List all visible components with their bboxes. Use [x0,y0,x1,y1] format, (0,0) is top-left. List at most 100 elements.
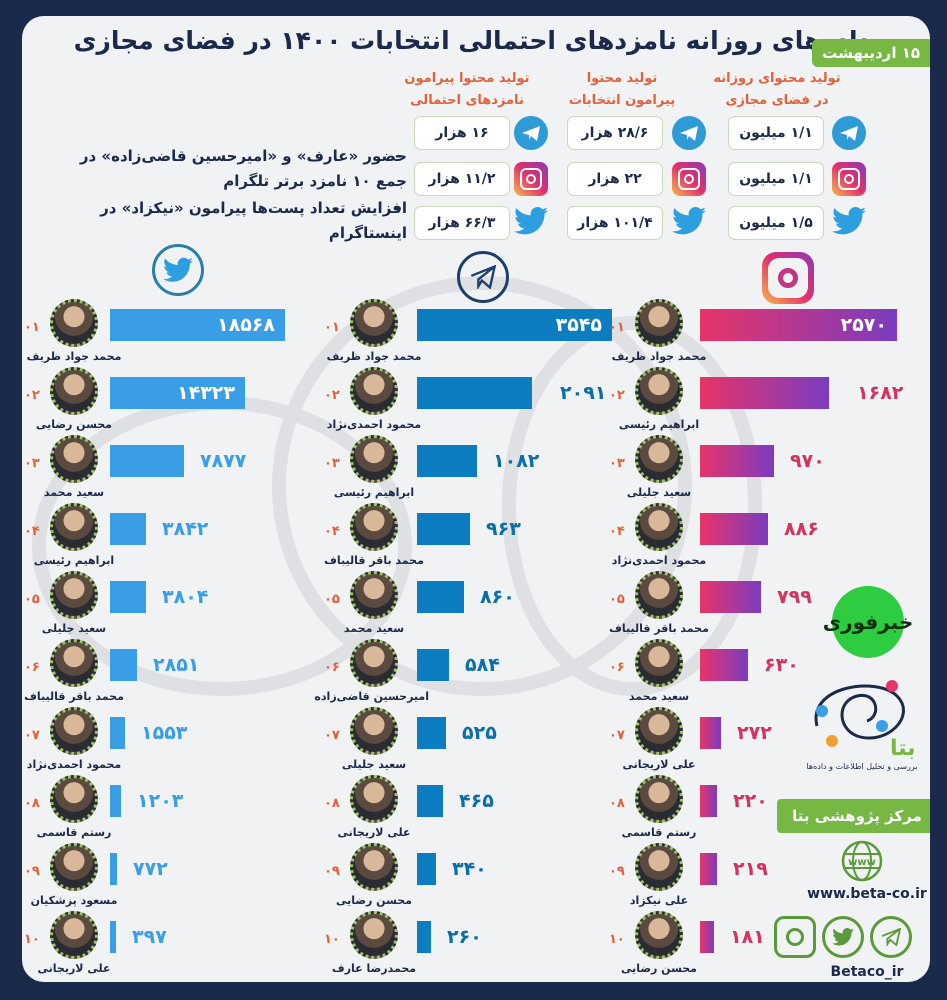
data-bar [700,649,748,681]
candidate-name: علی لاریجانی [622,758,696,771]
candidate-name: محسن رضایی [35,418,112,431]
candidate-avatar [350,299,398,347]
bar-value-label: ۲۶۰ [447,926,482,948]
twitter-icon [514,206,548,240]
page-title: داده‌های روزانه نامزدهای احتمالی انتخابا… [73,26,871,55]
rank-label: ۰۳ [324,456,340,471]
heading-line: پیرامون انتخابات [568,93,676,108]
candidate-name: رستم قاسمی [36,826,112,839]
heading-line: نامزدهای احتمالی [410,93,524,108]
data-bar [110,309,285,341]
bar-value-label: ۱۸۵۶۸ [217,314,275,336]
bar-value-label: ۱۵۵۳ [141,722,188,744]
data-bar [700,921,714,953]
candidate-name: سعید جلیلی [41,622,107,635]
twitter-social-icon[interactable] [822,916,864,958]
infographic-card: داده‌های روزانه نامزدهای احتمالی انتخابا… [22,16,930,982]
candidate-name: ابراهیم رئیسی [618,418,700,431]
candidate-avatar [350,911,398,959]
research-center-label: مرکز پژوهشی بتا [777,799,930,833]
bar-value-label: ۲۵۷۰ [840,314,887,336]
bar-value-label: ۱۶۸۲ [857,382,904,404]
candidate-avatar [50,707,98,755]
data-bar [417,649,449,681]
candidate-avatar [50,775,98,823]
bar-value-label: ۳۸۰۴ [162,586,209,608]
rank-label: ۰۱ [24,320,40,335]
summary-value-twitter: ۱۰۱/۴ هزار [567,206,663,240]
candidate-name: علی لاریجانی [337,826,411,839]
bar-value-label: ۸۸۶ [784,518,819,540]
summary-value-telegram: ۲۸/۶ هزار [567,116,663,150]
data-bar [700,513,768,545]
heading-line: در فضای مجازی [725,93,829,108]
candidate-name: محسن رضایی [620,962,697,975]
beta-tagline: بررسی و تحلیل اطلاعات و داده‌ها [806,762,918,771]
summary-value-instagram: ۱/۱ میلیون [728,162,824,196]
candidate-avatar [635,435,683,483]
svg-text:www: www [848,857,876,868]
bar-value-label: ۵۸۴ [465,654,500,676]
bar-value-label: ۹۷۰ [790,450,825,472]
rank-label: ۰۳ [609,456,625,471]
note-line: حضور «عارف» و «امیرحسین قاضی‌زاده» در [79,147,407,165]
rank-label: ۱۰ [609,932,625,947]
candidate-avatar [50,843,98,891]
telegram-social-icon[interactable] [870,916,912,958]
candidate-avatar [350,775,398,823]
bar-value-label: ۲۲۰ [733,790,768,812]
candidate-name: محمد باقر قالیباف [609,622,709,635]
data-bar [417,785,443,817]
heading-line: تولید محتوای روزانه [713,71,841,86]
candidate-name: محمد باقر قالیباف [24,690,124,703]
note-1: حضور «عارف» و «امیرحسین قاضی‌زاده» در جم… [27,144,407,194]
candidate-name: ابراهیم رئیسی [33,554,115,567]
summary-heading-daily: تولید محتوای روزانه در فضای مجازی [702,68,852,112]
data-bar [110,513,146,545]
twitter-icon [672,206,706,240]
bar-value-label: ۳۴۰ [452,858,487,880]
candidate-name: امیرحسین قاضی‌زاده [314,690,429,703]
note-bullet: - [395,146,402,165]
instagram-icon [672,162,706,196]
beta-name: بتا [890,736,916,761]
data-bar [110,445,184,477]
instagram-icon [514,162,548,196]
candidate-name: محمد جواد ظریف [611,350,707,363]
bar-value-label: ۱۴۳۲۳ [177,382,235,404]
candidate-name: محسن رضایی [335,894,412,907]
website-link[interactable]: www.beta-co.ir [807,886,927,902]
bar-value-label: ۲۱۹ [733,858,768,880]
instagram-social-icon[interactable] [774,916,816,958]
candidate-avatar [635,299,683,347]
candidate-avatar [350,503,398,551]
candidate-avatar [635,571,683,619]
heading-line: تولید محتوا [586,71,658,86]
candidate-name: محمد جواد ظریف [326,350,422,363]
background-ring [502,316,762,696]
data-bar [417,309,612,341]
twitter-icon [832,206,866,240]
rank-label: ۰۶ [324,660,340,675]
rank-label: ۰۸ [609,796,625,811]
bar-value-label: ۷۸۷۷ [200,450,247,472]
bar-value-label: ۵۲۵ [462,722,497,744]
beta-logo-icon [814,680,905,747]
candidate-name: مسعود پزشکیان [30,894,118,907]
data-bar [700,581,761,613]
data-bar [110,921,116,953]
candidate-avatar [50,299,98,347]
rank-label: ۰۹ [324,864,340,879]
rank-label: ۰۷ [24,728,40,743]
data-bar [700,785,717,817]
bar-value-label: ۱۰۸۲ [493,450,540,472]
summary-value-twitter: ۶۶/۳ هزار [414,206,510,240]
rank-label: ۰۲ [609,388,625,403]
data-bar [417,921,431,953]
candidate-avatar [50,435,98,483]
candidate-avatar [635,503,683,551]
rank-label: ۰۴ [609,524,625,539]
khabarfori-logo: خبرفوری [823,586,913,658]
candidate-avatar [635,639,683,687]
instagram-icon [762,252,814,304]
